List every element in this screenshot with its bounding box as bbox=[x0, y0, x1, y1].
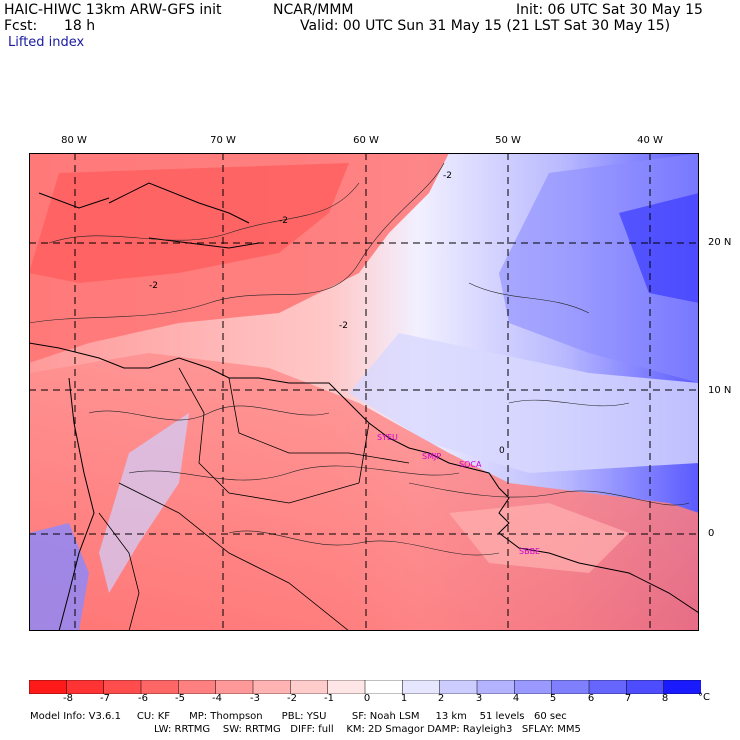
colorbar-label: -4 bbox=[212, 693, 222, 704]
longitude-label: 40 W bbox=[637, 135, 663, 146]
colorbar-label: 1 bbox=[400, 693, 408, 704]
contour-label: -2 bbox=[149, 281, 158, 291]
colorbar-label: 8 bbox=[661, 693, 669, 704]
forecast-label: Fcst: bbox=[4, 18, 38, 34]
colorbar-segment bbox=[364, 680, 404, 694]
contour-label: -2 bbox=[339, 321, 348, 331]
colorbar-segment bbox=[66, 680, 105, 694]
colorbar-segment bbox=[588, 680, 628, 694]
valid-time: Valid: 00 UTC Sun 31 May 15 (21 LST Sat … bbox=[300, 18, 671, 34]
station-label: SYEU bbox=[377, 433, 398, 442]
colorbar-label: 3 bbox=[475, 693, 483, 704]
colorbar-segment bbox=[476, 680, 516, 694]
longitude-label: 50 W bbox=[495, 135, 521, 146]
colorbar bbox=[29, 680, 701, 694]
coastlines bbox=[29, 182, 699, 631]
colorbar-segment bbox=[402, 680, 441, 694]
contour-label: 0 bbox=[499, 446, 505, 456]
colorbar-segment bbox=[252, 680, 292, 694]
model-info-line2: LW: RRTMG SW: RRTMG DIFF: full KM: 2D Sm… bbox=[154, 724, 581, 735]
model-title: HAIC-HIWC 13km ARW-GFS init bbox=[4, 2, 222, 18]
init-time: Init: 06 UTC Sat 30 May 15 bbox=[516, 2, 703, 18]
colorbar-segment bbox=[514, 680, 553, 694]
colorbar-label: -7 bbox=[100, 693, 110, 704]
colorbar-label: 2 bbox=[437, 693, 445, 704]
colorbar-segment bbox=[663, 680, 701, 694]
colorbar-label: -5 bbox=[175, 693, 185, 704]
graticule bbox=[29, 153, 699, 631]
colorbar-label: -3 bbox=[250, 693, 260, 704]
station-label: SBBE bbox=[519, 547, 540, 556]
colorbar-segment bbox=[140, 680, 180, 694]
map-frame bbox=[29, 153, 699, 631]
model-info-line1: Model Info: V3.6.1 CU: KF MP: Thompson P… bbox=[30, 711, 567, 722]
colorbar-segment bbox=[327, 680, 366, 694]
colorbar-label: -1 bbox=[324, 693, 334, 704]
contour-label: -2 bbox=[279, 216, 288, 226]
colorbar-label: -6 bbox=[138, 693, 148, 704]
latitude-label: 10 N bbox=[708, 385, 732, 396]
latitude-label: 0 bbox=[708, 528, 715, 539]
longitude-label: 80 W bbox=[61, 135, 87, 146]
stations: SYEU SMJP SOCA SBBE bbox=[377, 433, 540, 556]
colorbar-label: 4 bbox=[512, 693, 520, 704]
colorbar-segment bbox=[626, 680, 665, 694]
colorbar-segment bbox=[103, 680, 142, 694]
colorbar-label: -8 bbox=[63, 693, 73, 704]
contour-label: -2 bbox=[443, 171, 452, 181]
station-label: SOCA bbox=[459, 460, 482, 469]
longitude-label: 60 W bbox=[353, 135, 379, 146]
station-label: SMJP bbox=[422, 452, 441, 461]
colorbar-segment bbox=[551, 680, 590, 694]
colorbar-segment bbox=[215, 680, 254, 694]
forecast-hour: 18 h bbox=[64, 18, 96, 34]
colorbar-label: 5 bbox=[549, 693, 557, 704]
colorbar-label: -2 bbox=[287, 693, 297, 704]
colorbar-segment bbox=[290, 680, 329, 694]
longitude-label: 70 W bbox=[210, 135, 236, 146]
organization: NCAR/MMM bbox=[273, 2, 354, 18]
colorbar-segment bbox=[439, 680, 478, 694]
shading-layer bbox=[29, 153, 699, 631]
field-name: Lifted index bbox=[8, 35, 85, 50]
contours bbox=[29, 162, 690, 556]
lifted-index-map: -2 -2 -2 -2 0 SYEU SMJP SOCA SBBE bbox=[29, 153, 699, 631]
contour-labels: -2 -2 -2 -2 0 bbox=[149, 171, 505, 456]
latitude-label: 20 N bbox=[708, 237, 732, 248]
colorbar-segment bbox=[178, 680, 217, 694]
colorbar-unit: °C bbox=[698, 692, 710, 703]
colorbar-label: 0 bbox=[363, 693, 371, 704]
colorbar-segment bbox=[29, 680, 68, 694]
colorbar-label: 6 bbox=[587, 693, 595, 704]
colorbar-label: 7 bbox=[624, 693, 632, 704]
